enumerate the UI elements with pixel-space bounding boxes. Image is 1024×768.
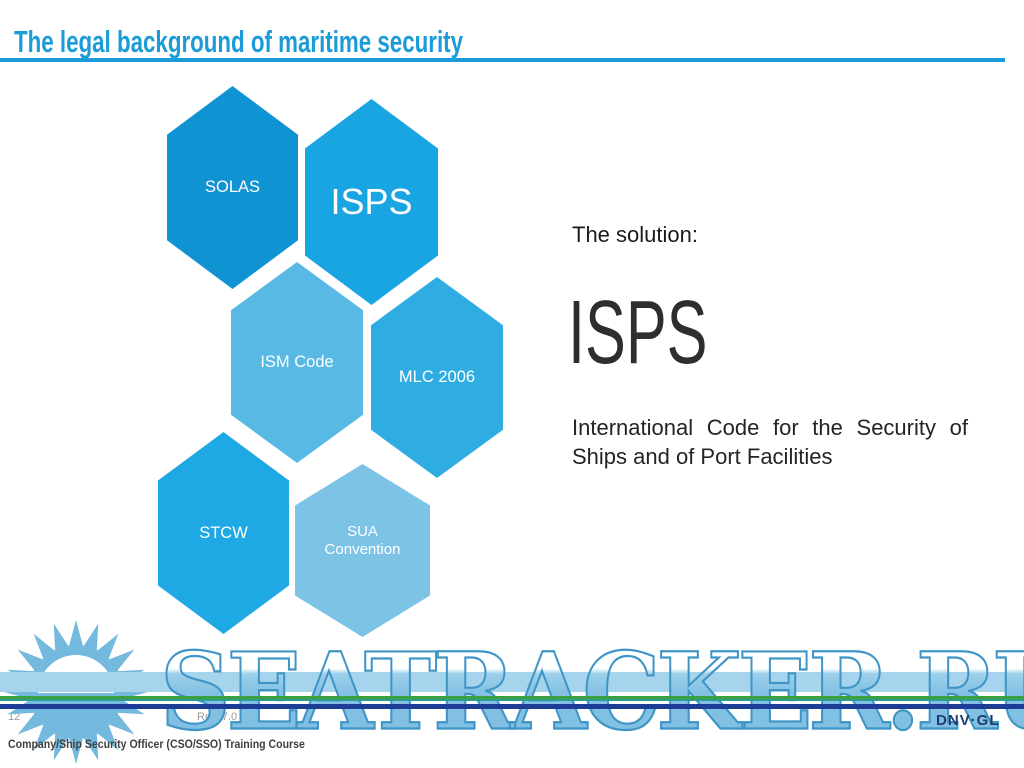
revision-label: Rev. 7.0	[197, 711, 237, 723]
hexagon-mlc-2006: MLC 2006	[371, 277, 503, 478]
watermark-green-line	[0, 696, 1024, 699]
watermark-navy-line	[0, 704, 1024, 709]
hexagon-sua-convention: SUA Convention	[295, 464, 430, 637]
hexagon-ism-code: ISM Code	[231, 262, 363, 463]
course-title: Company/Ship Security Officer (CSO/SSO) …	[8, 737, 305, 751]
solution-acronym: ISPS	[568, 283, 708, 383]
hexagon-sua-convention-label: SUA Convention	[324, 523, 401, 558]
page-title: The legal background of maritime securit…	[14, 24, 463, 59]
watermark-teal-line	[0, 699, 1024, 701]
watermark-site-text: SEATRACKER.RU	[159, 638, 1024, 746]
title-underline	[0, 58, 1005, 62]
hexagon-solas: SOLAS	[167, 86, 298, 289]
hexagon-isps: ISPS	[305, 99, 438, 305]
solution-description: International Code for the Security of S…	[572, 415, 968, 469]
hexagon-stcw: STCW	[158, 432, 289, 634]
hexagon-isps-label: ISPS	[330, 181, 413, 223]
dnv-gl-logo: DNV·GL	[936, 712, 1000, 729]
hexagon-mlc-2006-label: MLC 2006	[398, 368, 476, 387]
hexagon-stcw-label: STCW	[199, 523, 248, 542]
watermark-horizon-band	[0, 672, 1024, 692]
hexagon-ism-code-label: ISM Code	[260, 353, 334, 372]
hexagon-solas-label: SOLAS	[204, 178, 261, 197]
solution-lead-text: The solution:	[572, 222, 698, 247]
